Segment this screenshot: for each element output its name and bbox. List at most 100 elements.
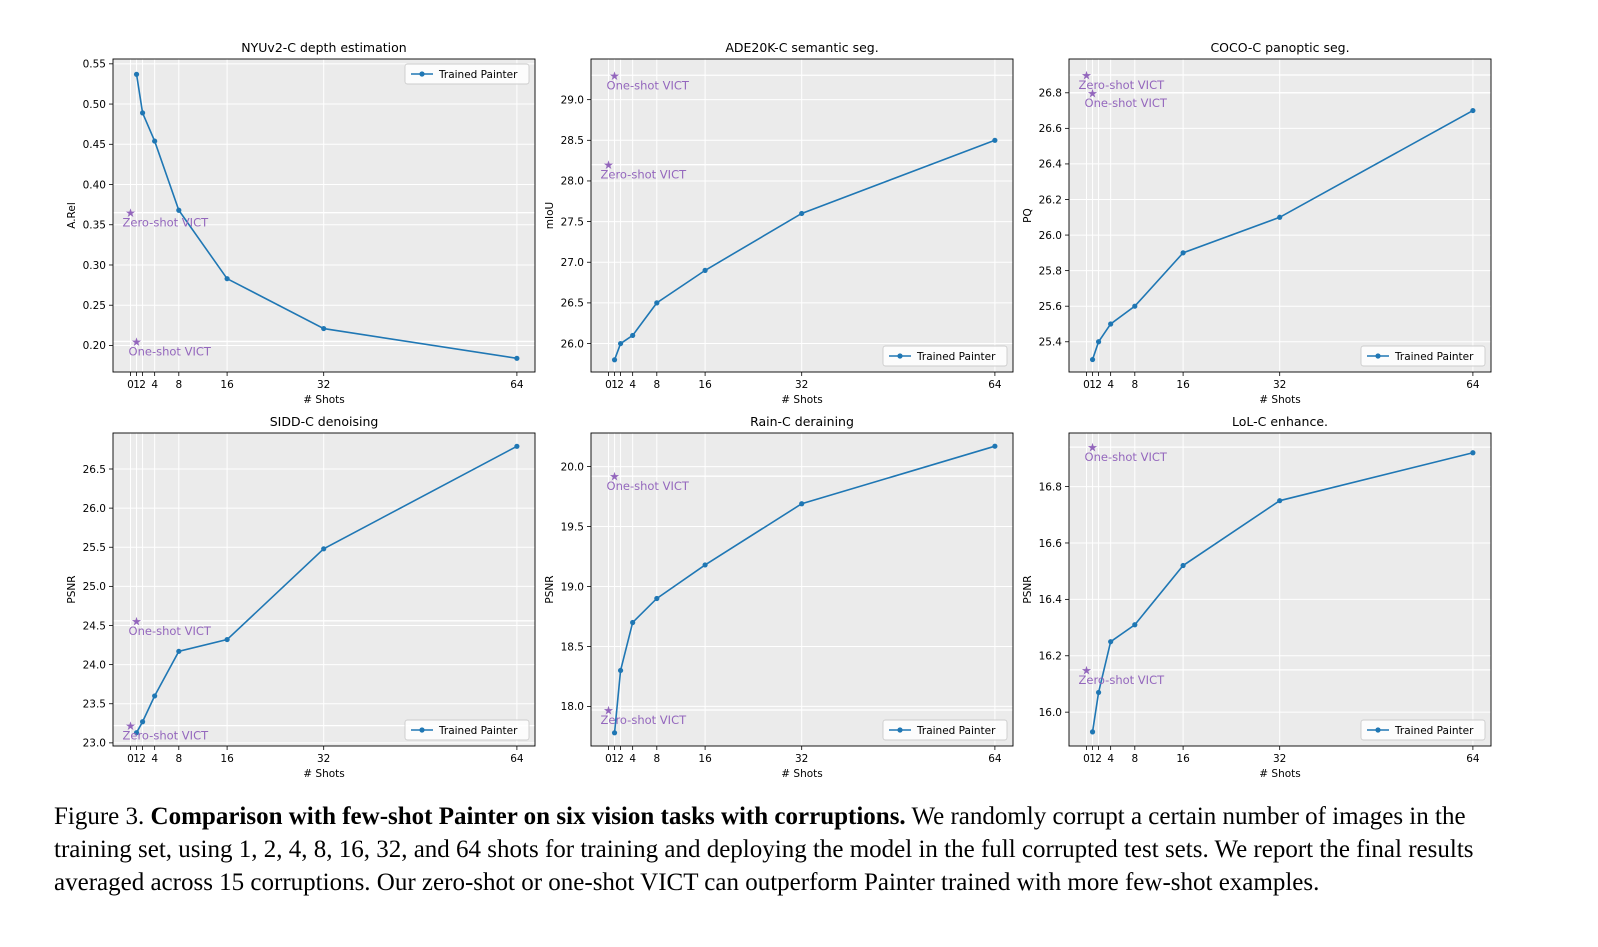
- star-marker: ★: [125, 719, 136, 733]
- chart-title: NYUv2-C depth estimation: [241, 40, 406, 55]
- x-tick-label: 4: [151, 379, 158, 391]
- data-point: [152, 693, 158, 699]
- x-axis-label: # Shots: [1259, 768, 1300, 780]
- data-point: [1095, 689, 1102, 696]
- legend-marker: [419, 71, 425, 77]
- x-tick-label: 32: [795, 379, 808, 391]
- y-tick-label: 0.20: [83, 340, 106, 352]
- y-tick-label: 26.5: [561, 298, 584, 310]
- x-tick-label: 8: [653, 753, 660, 765]
- vict-label: Zero-shot VICT: [1079, 673, 1166, 687]
- data-point: [702, 267, 708, 273]
- x-tick-label: 1: [1089, 379, 1096, 391]
- chart-panel-6: 0 1 2 4 8 16 32 64 16.0 16.2 16.4 16.6 16.8 LoL-C enh…: [1022, 414, 1492, 780]
- y-tick-label: 0.25: [83, 300, 106, 312]
- star-marker: ★: [131, 335, 142, 349]
- x-axis-label: # Shots: [303, 768, 344, 780]
- vict-label: One-shot VICT: [129, 624, 212, 638]
- x-tick-label: 4: [1107, 379, 1114, 391]
- y-tick-label: 27.5: [561, 216, 584, 228]
- x-tick-label: 4: [1107, 753, 1114, 765]
- x-tick-label: 16: [1176, 753, 1190, 765]
- y-axis-label: mIoU: [544, 202, 556, 229]
- x-tick-label: 0: [605, 753, 612, 765]
- y-tick-label: 26.2: [1039, 194, 1062, 206]
- y-tick-label: 0.40: [83, 179, 106, 191]
- y-tick-label: 0.35: [83, 220, 106, 232]
- legend-marker: [1375, 353, 1381, 359]
- y-axis-label: PSNR: [544, 575, 556, 603]
- y-tick-label: 0.30: [83, 260, 106, 272]
- data-point: [630, 619, 636, 626]
- x-tick-label: 64: [988, 753, 1002, 765]
- x-tick-label: 2: [617, 753, 624, 765]
- star-marker: ★: [125, 206, 136, 220]
- data-point: [139, 719, 146, 725]
- data-point: [224, 276, 230, 282]
- data-point: [654, 300, 660, 306]
- y-tick-label: 24.0: [83, 659, 106, 671]
- star-marker: ★: [1081, 663, 1092, 677]
- vict-label: Zero-shot VICT: [123, 729, 210, 743]
- legend-label: Trained Painter: [438, 725, 518, 737]
- y-tick-label: 28.5: [561, 135, 584, 147]
- y-tick-label: 16.0: [1039, 707, 1062, 719]
- data-point: [1089, 356, 1096, 363]
- x-tick-label: 32: [795, 753, 808, 765]
- y-axis-label: PSNR: [66, 575, 78, 603]
- y-tick-label: 23.0: [83, 738, 106, 750]
- y-tick-label: 26.5: [83, 464, 106, 476]
- vict-label: Zero-shot VICT: [601, 168, 688, 182]
- x-tick-label: 0: [127, 753, 134, 765]
- x-tick-label: 2: [617, 379, 624, 391]
- x-tick-label: 1: [1089, 753, 1096, 765]
- chart-title: Rain-C deraining: [750, 414, 854, 429]
- x-tick-label: 16: [698, 753, 712, 765]
- data-point: [1470, 107, 1476, 114]
- data-point: [611, 357, 618, 363]
- x-tick-label: 16: [1176, 379, 1190, 391]
- star-marker: ★: [609, 69, 620, 83]
- data-point: [224, 636, 230, 643]
- x-tick-label: 0: [127, 379, 134, 391]
- y-tick-label: 24.5: [83, 620, 106, 632]
- data-point: [654, 595, 660, 602]
- x-tick-label: 2: [1095, 379, 1102, 391]
- x-tick-label: 64: [1466, 379, 1480, 391]
- y-tick-label: 19.0: [561, 581, 584, 593]
- x-tick-label: 0: [605, 379, 612, 391]
- x-tick-label: 64: [988, 379, 1002, 391]
- data-point: [176, 648, 182, 654]
- chart-title: LoL-C enhance.: [1232, 414, 1328, 429]
- legend-box: [882, 719, 1008, 741]
- y-tick-label: 0.55: [83, 59, 106, 71]
- data-point: [1180, 562, 1186, 569]
- y-tick-label: 0.50: [83, 99, 106, 111]
- y-tick-label: 26.0: [561, 338, 584, 350]
- data-point: [133, 730, 140, 736]
- y-tick-label: 18.5: [561, 641, 584, 653]
- chart-title: COCO-C panoptic seg.: [1210, 40, 1349, 55]
- data-point: [514, 355, 520, 361]
- legend-box: [882, 345, 1008, 367]
- data-point: [321, 325, 327, 332]
- y-tick-label: 16.8: [1039, 481, 1062, 493]
- x-tick-label: 32: [1273, 379, 1286, 391]
- caption-text: We randomly corrupt a certain number of …: [54, 803, 1474, 896]
- legend-label: Trained Painter: [916, 725, 996, 737]
- legend-marker: [897, 353, 903, 359]
- star-marker: ★: [603, 158, 614, 172]
- caption-bold: Comparison with few-shot Painter on six …: [150, 803, 906, 830]
- x-tick-label: 4: [151, 753, 158, 765]
- data-point: [133, 71, 140, 77]
- x-tick-label: 32: [317, 379, 330, 391]
- chart-panel-1: 0 1 2 4 8 16 32 64 0.20 0.25 0.30 0.35 0.40 0.45 0.50 0…: [66, 40, 536, 406]
- vict-label: Zero-shot VICT: [1079, 78, 1166, 92]
- x-tick-label: 8: [1131, 753, 1138, 765]
- y-tick-label: 29.0: [561, 94, 584, 106]
- y-tick-label: 28.0: [561, 176, 584, 188]
- chart-title: ADE20K-C semantic seg.: [725, 40, 878, 55]
- data-point: [799, 210, 805, 217]
- legend: Trained Painter: [404, 63, 530, 85]
- x-tick-label: 4: [629, 379, 636, 391]
